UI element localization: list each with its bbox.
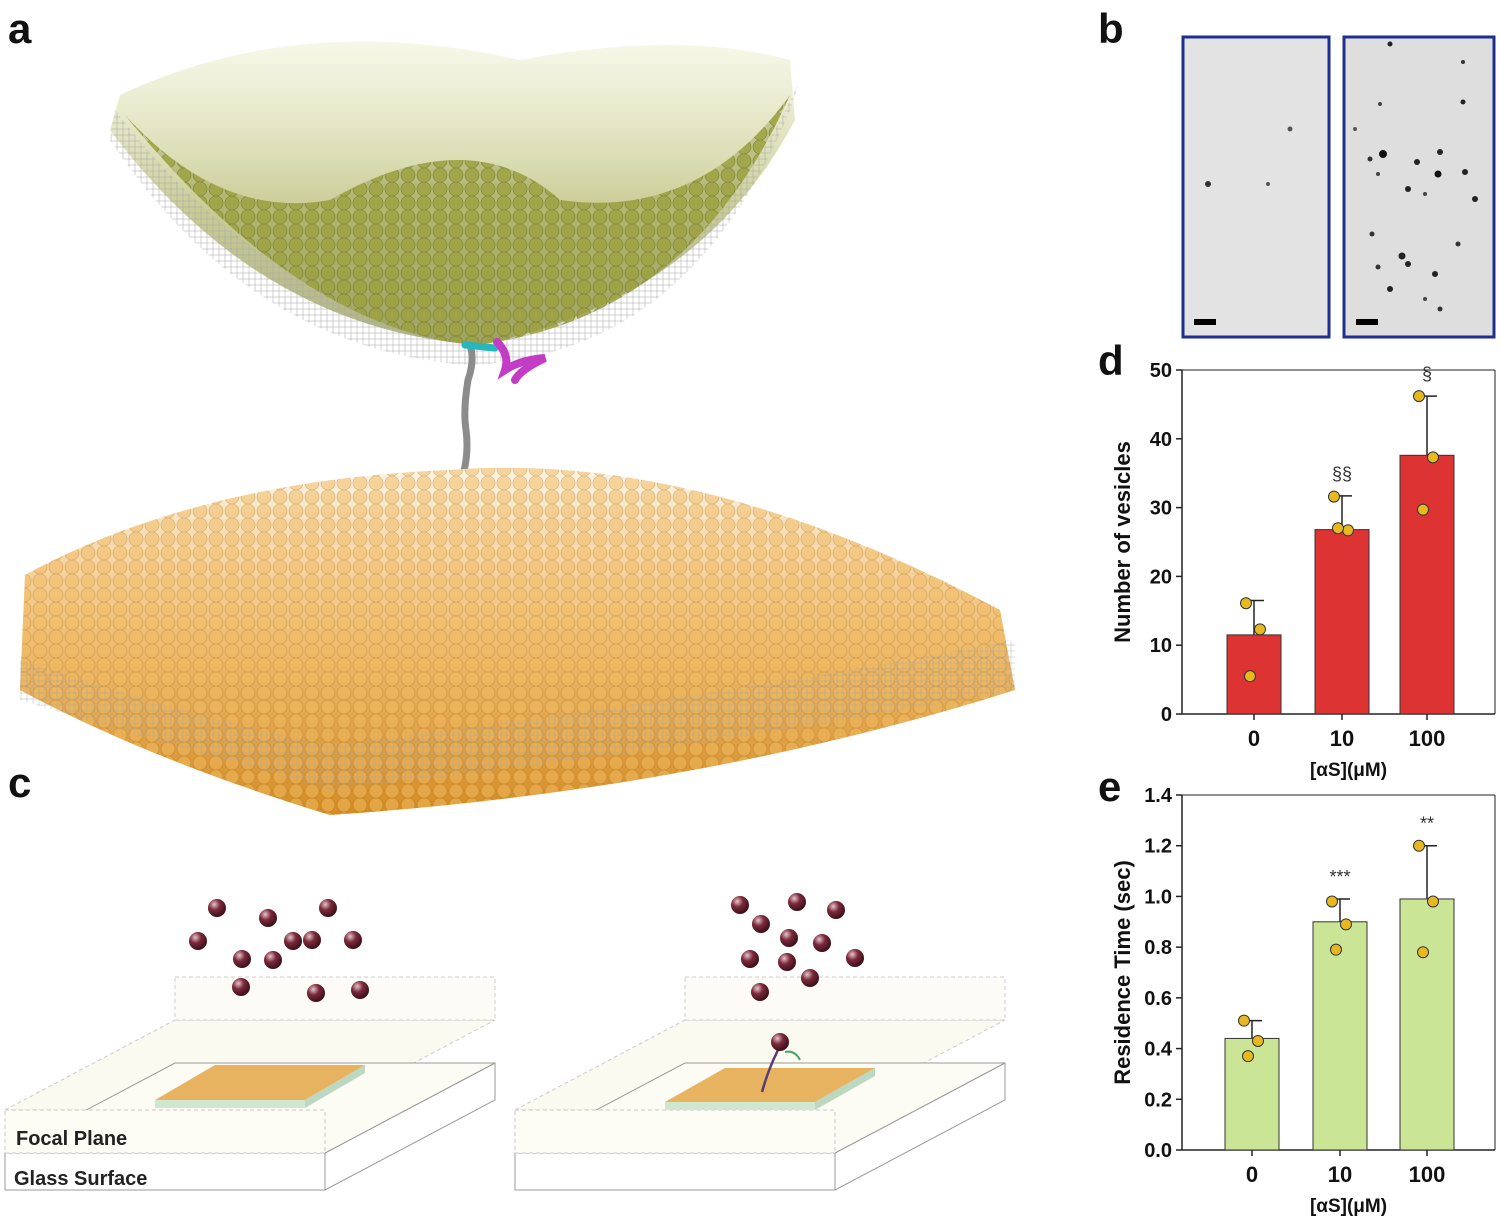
x-axis-label: [αS](μM) <box>1310 1196 1387 1217</box>
y-axis-label: Residence Time (sec) <box>1110 860 1135 1085</box>
panel-b-microscopy <box>1181 35 1496 339</box>
data-point <box>1326 895 1338 908</box>
data-point <box>1342 524 1354 537</box>
y-axis-label: Number of vesicles <box>1110 441 1135 643</box>
data-point <box>1340 918 1352 931</box>
upper-vesicle-membrane <box>110 41 800 365</box>
data-point <box>1417 503 1429 516</box>
significance-marker: *** <box>1329 867 1350 887</box>
scale-bar <box>1356 319 1378 325</box>
data-point <box>1417 946 1429 959</box>
x-tick-label: 100 <box>1409 1162 1446 1187</box>
data-point <box>1242 1050 1254 1063</box>
data-point <box>1330 943 1342 956</box>
microscopy-frame-right <box>1342 35 1496 339</box>
data-point <box>1244 670 1256 683</box>
panel-label-e: e <box>1098 763 1122 810</box>
y-tick-label: 20 <box>1150 566 1172 588</box>
data-point <box>1427 451 1439 464</box>
microscopy-frame-left <box>1181 35 1331 339</box>
focal-plane-label: Focal Plane <box>16 1128 127 1150</box>
chart-d-number-of-vesicles: 0 10 20 30 40 50 0 10 §§ 100 § [αS](μM) Number of ve… <box>1110 360 1496 781</box>
scale-bar <box>1194 319 1216 325</box>
data-point <box>1238 1014 1250 1027</box>
schematic-right <box>514 893 1006 1191</box>
panel-label-a: a <box>8 5 32 52</box>
vesicle-spheres-left <box>189 899 369 1002</box>
x-axis-label: [αS](μM) <box>1310 760 1387 781</box>
panel-label-c: c <box>8 759 32 806</box>
x-tick-label: 10 <box>1330 726 1354 751</box>
data-point <box>1328 490 1340 503</box>
data-point <box>1254 623 1266 636</box>
y-tick-label: 1.2 <box>1144 836 1172 858</box>
panel-label-d: d <box>1098 337 1124 384</box>
y-tick-label: 0.0 <box>1144 1140 1172 1162</box>
data-point <box>1332 522 1344 535</box>
panel-a-simulation-render <box>20 41 1015 815</box>
y-tick-label: 0.4 <box>1144 1039 1173 1061</box>
bar-100 <box>1399 898 1455 1151</box>
x-tick-label: 100 <box>1409 726 1446 751</box>
data-point <box>1252 1034 1264 1047</box>
y-tick-label: 40 <box>1150 429 1172 451</box>
x-tick-label: 10 <box>1328 1162 1352 1187</box>
x-tick-label: 0 <box>1246 1162 1258 1187</box>
y-tick-label: 50 <box>1150 360 1172 382</box>
vesicle-spheres-right <box>731 893 864 1051</box>
y-tick-label: 0 <box>1161 704 1172 726</box>
panel-label-b: b <box>1098 5 1124 52</box>
glass-surface-label: Glass Surface <box>14 1168 147 1190</box>
y-tick-label: 1.0 <box>1144 886 1172 908</box>
data-point <box>1240 597 1252 610</box>
y-tick-label: 30 <box>1150 498 1172 520</box>
significance-marker: ** <box>1420 814 1434 834</box>
data-point <box>1427 895 1439 908</box>
y-tick-label: 0.6 <box>1144 988 1172 1010</box>
y-tick-label: 10 <box>1150 635 1172 657</box>
y-tick-label: 0.8 <box>1144 937 1172 959</box>
significance-marker: § <box>1422 364 1432 384</box>
bar-100 <box>1399 454 1455 715</box>
y-tick-label: 0.2 <box>1144 1089 1172 1111</box>
y-tick-label: 1.4 <box>1144 785 1173 807</box>
significance-marker: §§ <box>1332 464 1352 484</box>
data-point <box>1413 390 1425 403</box>
chart-e-residence-time: 0.0 0.2 0.4 0.6 0.8 1.0 1.2 1.4 0 10 *** 100 ** [αS](… <box>1110 785 1496 1217</box>
panel-c-schematic: Focal Plane Glass Surface <box>4 893 1006 1191</box>
data-point <box>1413 839 1425 852</box>
bar-10 <box>1314 529 1370 715</box>
x-tick-label: 0 <box>1248 726 1260 751</box>
bar-10 <box>1312 921 1368 1151</box>
schematic-left: Focal Plane Glass Surface <box>4 899 496 1191</box>
lower-bilayer-membrane <box>20 467 1015 815</box>
